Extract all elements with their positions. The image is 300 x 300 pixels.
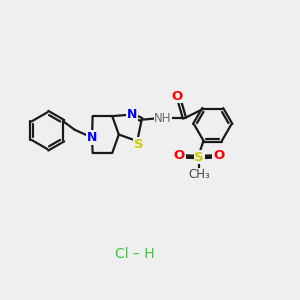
- Text: CH₃: CH₃: [188, 168, 210, 182]
- Text: N: N: [127, 107, 137, 121]
- Text: Cl – H: Cl – H: [115, 247, 155, 261]
- Text: NH: NH: [154, 112, 172, 125]
- Text: N: N: [87, 131, 97, 144]
- Text: O: O: [171, 90, 182, 103]
- Text: S: S: [134, 138, 143, 151]
- Text: O: O: [213, 149, 224, 162]
- Text: O: O: [174, 149, 185, 162]
- Text: S: S: [194, 151, 204, 164]
